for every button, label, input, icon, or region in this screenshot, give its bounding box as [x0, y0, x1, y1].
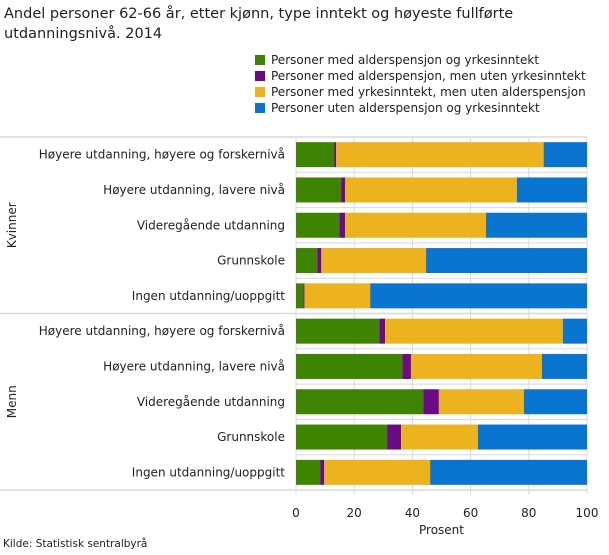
bar-segment	[304, 283, 371, 309]
bar-segment	[345, 212, 487, 238]
group-label: Kvinner	[5, 202, 19, 248]
legend-swatch	[255, 103, 265, 113]
category-label: Videregående utdanning	[137, 218, 285, 232]
bar-segment	[387, 424, 402, 450]
bar-segment	[296, 389, 424, 415]
bar-segment	[320, 459, 325, 485]
bar-segment	[426, 248, 587, 274]
bar-segment	[324, 459, 431, 485]
category-label: Høyere utdanning, lavere nivå	[103, 183, 285, 197]
group-label: Menn	[5, 385, 19, 418]
x-tick-label: 20	[347, 506, 362, 520]
bar-segment	[379, 318, 386, 344]
x-tick-label: 100	[576, 506, 599, 520]
category-label: Høyere utdanning, lavere nivå	[103, 359, 285, 373]
category-label: Videregående utdanning	[137, 395, 285, 409]
bar-segment	[336, 142, 544, 168]
bar-segment	[321, 248, 427, 274]
legend-item[interactable]: Personer med alderspensjon, men uten yrk…	[255, 68, 586, 84]
bar-segment	[296, 212, 340, 238]
bar-segment	[516, 177, 587, 203]
bar-segment	[334, 142, 337, 168]
bar-segment	[438, 389, 524, 415]
bar-segment	[486, 212, 587, 238]
bar-segment	[296, 459, 321, 485]
bar-segment	[296, 318, 380, 344]
category-label: Høyere utdanning, høyere og forskernivå	[39, 148, 285, 162]
bar-segment	[296, 142, 335, 168]
bar-segment	[345, 177, 517, 203]
x-tick-label: 80	[521, 506, 536, 520]
bar-segment	[317, 248, 322, 274]
x-tick-label: 60	[463, 506, 478, 520]
legend: Personer med alderspensjon og yrkesinnte…	[255, 52, 586, 116]
bar-segment	[339, 212, 346, 238]
legend-item[interactable]: Personer med yrkesinntekt, men uten alde…	[255, 84, 586, 100]
legend-label: Personer med yrkesinntekt, men uten alde…	[271, 85, 586, 99]
bar-segment	[303, 283, 305, 309]
bar-segment	[410, 353, 542, 379]
legend-swatch	[255, 55, 265, 65]
bar-segment	[370, 283, 587, 309]
bar-segment	[562, 318, 587, 344]
legend-label: Personer med alderspensjon og yrkesinnte…	[271, 53, 540, 67]
x-axis-label: Prosent	[419, 523, 464, 537]
bar-segment	[296, 283, 304, 309]
bar-segment	[430, 459, 587, 485]
bar-segment	[296, 248, 318, 274]
chart-title: Andel personer 62-66 år, etter kjønn, ty…	[4, 6, 514, 42]
legend-swatch	[255, 87, 265, 97]
bar-segment	[296, 353, 403, 379]
legend-swatch	[255, 71, 265, 81]
bar-segment	[341, 177, 346, 203]
bar-segment	[543, 142, 587, 168]
source-note: Kilde: Statistisk sentralbyrå	[3, 538, 148, 550]
bar-segment	[523, 389, 587, 415]
category-label: Høyere utdanning, høyere og forskernivå	[39, 324, 285, 338]
x-tick-label: 0	[292, 506, 300, 520]
category-label: Ingen utdanning/uoppgitt	[132, 289, 285, 303]
legend-item[interactable]: Personer med alderspensjon og yrkesinnte…	[255, 52, 586, 68]
category-label: Grunnskole	[217, 254, 285, 268]
bar-segment	[296, 424, 388, 450]
bar-segment	[402, 353, 411, 379]
legend-item[interactable]: Personer uten alderspensjon og yrkesinnt…	[255, 100, 586, 116]
x-tick-label: 40	[405, 506, 420, 520]
bar-segment	[401, 424, 478, 450]
category-label: Grunnskole	[217, 430, 285, 444]
legend-label: Personer med alderspensjon, men uten yrk…	[271, 69, 586, 83]
bar-segment	[541, 353, 587, 379]
bar-segment	[423, 389, 439, 415]
bar-segment	[477, 424, 587, 450]
legend-label: Personer uten alderspensjon og yrkesinnt…	[271, 101, 540, 115]
bar-segment	[385, 318, 563, 344]
bar-segment	[296, 177, 342, 203]
category-label: Ingen utdanning/uoppgitt	[132, 465, 285, 479]
